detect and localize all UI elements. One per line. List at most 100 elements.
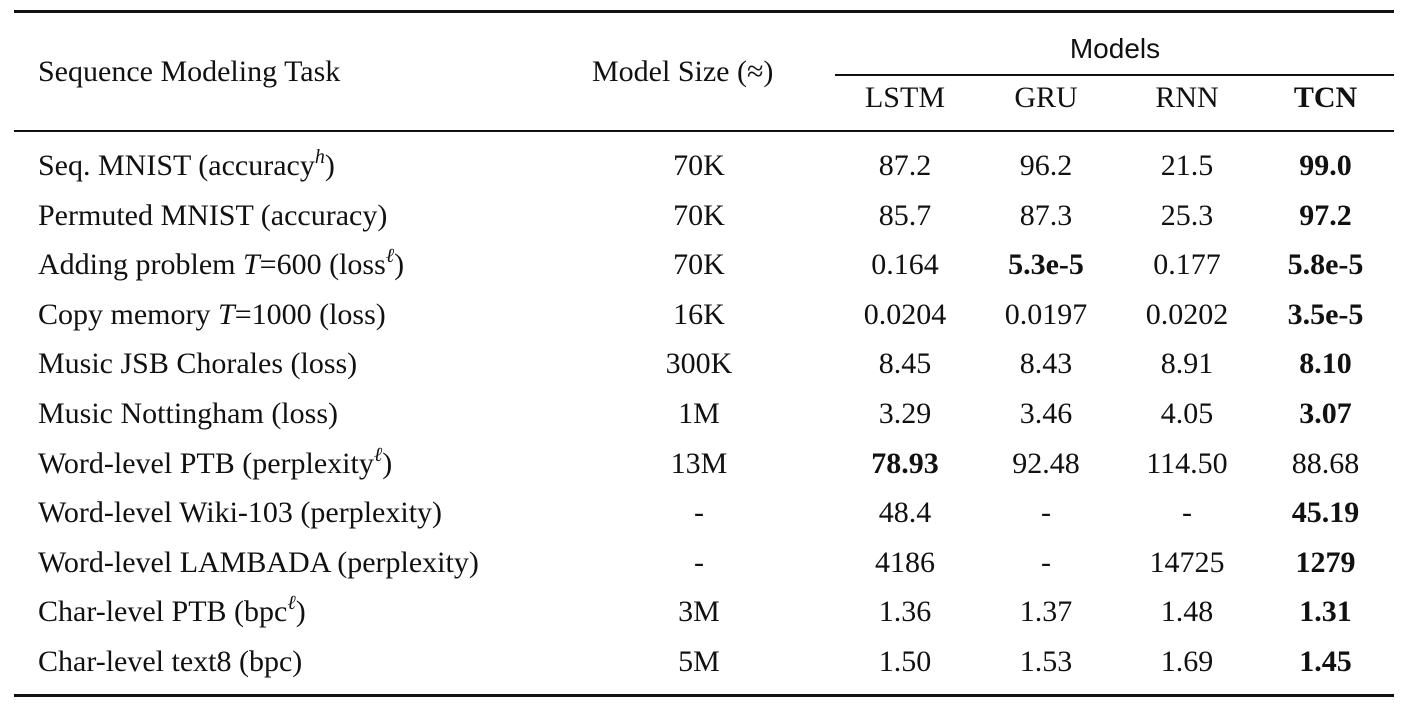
task-label: Music JSB Chorales (loss) — [38, 347, 358, 381]
task-label-end: ) — [295, 595, 306, 629]
task-label-end: ) — [324, 149, 335, 182]
gru-value-cell: 0.0197 — [1004, 297, 1088, 331]
model-size-cell: 5M — [678, 644, 720, 678]
model-size-cell: 13M — [670, 446, 728, 480]
gru-value-cell: 1.37 — [1019, 595, 1073, 629]
model-size-cell: 16K — [673, 297, 725, 331]
task-cell: Adding problem T=600 (lossℓ) — [38, 243, 404, 287]
table-body: Seq. MNIST (accuracyh) 70K 87.2 96.2 21.5 99.… — [14, 144, 1394, 690]
task-cell: Permuted MNIST (accuracy) — [38, 194, 387, 238]
lstm-value-cell: 48.4 — [878, 496, 932, 530]
task-superscript: h — [314, 146, 325, 168]
gru-value-cell: 8.43 — [1019, 347, 1073, 381]
tcn-value-cell: 1279 — [1295, 545, 1356, 579]
model-size-cell: 70K — [673, 198, 725, 232]
model-size-cell: 3M — [678, 595, 720, 629]
task-cell: Word-level PTB (perplexityℓ) — [38, 442, 392, 486]
lstm-value-cell: 1.36 — [878, 595, 932, 629]
table-row: Seq. MNIST (accuracyh) 70K 87.2 96.2 21.5 99.… — [14, 144, 1394, 194]
tcn-value-cell: 88.68 — [1291, 446, 1360, 480]
lstm-value-cell: 85.7 — [878, 198, 932, 232]
model-size-cell: 300K — [665, 347, 733, 381]
header-model-size: Model Size (≈) — [592, 55, 774, 88]
rnn-value-cell: 4.05 — [1160, 396, 1214, 430]
task-cell: Word-level LAMBADA (perplexity) — [38, 541, 479, 585]
header-col-rnn: RNN — [1155, 81, 1219, 114]
gru-value-cell: - — [1041, 496, 1051, 530]
rnn-value-cell: 114.50 — [1146, 446, 1228, 480]
task-superscript: ℓ — [287, 592, 296, 615]
header-col-lstm: LSTM — [864, 81, 945, 114]
task-superscript: ℓ — [373, 443, 383, 466]
task-superscript: ℓ — [385, 245, 395, 268]
rnn-value-cell: 1.48 — [1160, 595, 1214, 629]
lstm-value-cell: 3.29 — [878, 396, 932, 430]
task-label: Music Nottingham (loss) — [38, 396, 338, 430]
tcn-value-cell: 45.19 — [1291, 496, 1360, 530]
tcn-value-cell: 97.2 — [1299, 198, 1352, 232]
task-cell: Seq. MNIST (accuracyh) — [38, 144, 335, 188]
task-cell: Music JSB Chorales (loss) — [38, 342, 357, 386]
tcn-value-cell: 3.07 — [1299, 396, 1352, 430]
table-row: Copy memory T=1000 (loss) 16K 0.0204 0.0197… — [14, 293, 1394, 343]
header-rule — [14, 130, 1394, 132]
tcn-value-cell: 1.45 — [1299, 644, 1352, 678]
table-row: Music Nottingham (loss) 1M 3.29 3.46 4.05 3.0… — [14, 392, 1394, 442]
task-label-mid: =600 (loss — [259, 248, 386, 282]
rnn-value-cell: 14725 — [1149, 545, 1225, 579]
tcn-value-cell: 99.0 — [1299, 149, 1352, 182]
task-label: Word-level LAMBADA (perplexity) — [38, 545, 479, 579]
task-label: Word-level Wiki-103 (perplexity) — [38, 496, 443, 530]
task-cell: Copy memory T=1000 (loss) — [38, 293, 386, 337]
task-cell: Char-level text8 (bpc) — [38, 640, 302, 684]
task-label-mid: =1000 (loss) — [234, 297, 386, 331]
table-row: Music JSB Chorales (loss) 300K 8.45 8.43 8.9… — [14, 342, 1394, 392]
tcn-value-cell: 1.31 — [1299, 595, 1352, 629]
gru-value-cell: 87.3 — [1019, 198, 1073, 232]
model-size-cell: - — [694, 545, 704, 579]
top-rule — [14, 10, 1394, 13]
tcn-value-cell: 8.10 — [1299, 347, 1352, 381]
gru-value-cell: 92.48 — [1012, 446, 1080, 480]
task-label-end: ) — [382, 446, 393, 480]
task-cell: Music Nottingham (loss) — [38, 392, 338, 436]
header-col-gru: GRU — [1014, 81, 1078, 114]
task-label: Char-level text8 (bpc) — [38, 644, 303, 678]
table-row: Word-level Wiki-103 (perplexity) - 48.4 - - 4… — [14, 491, 1394, 541]
rnn-value-cell: 0.177 — [1153, 248, 1221, 282]
gru-value-cell: 3.46 — [1019, 396, 1073, 430]
table-row: Char-level PTB (bpcℓ) 3M 1.36 1.37 1.48 1.31 — [14, 590, 1394, 640]
lstm-value-cell: 0.0204 — [863, 297, 947, 331]
rnn-value-cell: 25.3 — [1160, 198, 1214, 232]
model-size-cell: 1M — [678, 396, 720, 430]
bottom-rule — [14, 694, 1394, 697]
task-cell: Char-level PTB (bpcℓ) — [38, 590, 306, 634]
gru-value-cell: 1.53 — [1019, 644, 1073, 678]
rnn-value-cell: 21.5 — [1160, 149, 1214, 182]
task-variable: T — [218, 297, 235, 331]
task-label: Char-level PTB (bpc — [38, 595, 288, 629]
table-row: Word-level PTB (perplexityℓ) 13M 78.93 92.4… — [14, 442, 1394, 492]
lstm-value-cell: 4186 — [875, 545, 935, 579]
rnn-value-cell: 1.69 — [1160, 644, 1214, 678]
task-label: Seq. MNIST (accuracy — [38, 149, 315, 182]
table-row: Word-level LAMBADA (perplexity) - 4186 - 147… — [14, 541, 1394, 591]
lstm-value-cell: 0.164 — [871, 248, 939, 282]
rnn-value-cell: - — [1182, 496, 1192, 530]
task-label-end: ) — [394, 248, 405, 282]
gru-value-cell: - — [1041, 545, 1051, 579]
table-row: Adding problem T=600 (lossℓ) 70K 0.164 5.3e… — [14, 243, 1394, 293]
lstm-value-cell: 1.50 — [878, 644, 932, 678]
table-row: Permuted MNIST (accuracy) 70K 85.7 87.3 25.3… — [14, 194, 1394, 244]
task-label: Word-level PTB (perplexity — [38, 446, 374, 480]
task-cell: Word-level Wiki-103 (perplexity) — [38, 491, 442, 535]
lstm-value-cell: 8.45 — [878, 347, 932, 381]
tcn-value-cell: 5.8e-5 — [1287, 248, 1364, 282]
header-task: Sequence Modeling Task — [38, 55, 341, 88]
models-group-rule — [835, 74, 1394, 76]
task-variable: T — [242, 248, 260, 282]
task-label: Adding problem — [38, 248, 243, 282]
model-size-cell: 70K — [673, 149, 725, 182]
header-models-group: Models — [1069, 33, 1161, 64]
